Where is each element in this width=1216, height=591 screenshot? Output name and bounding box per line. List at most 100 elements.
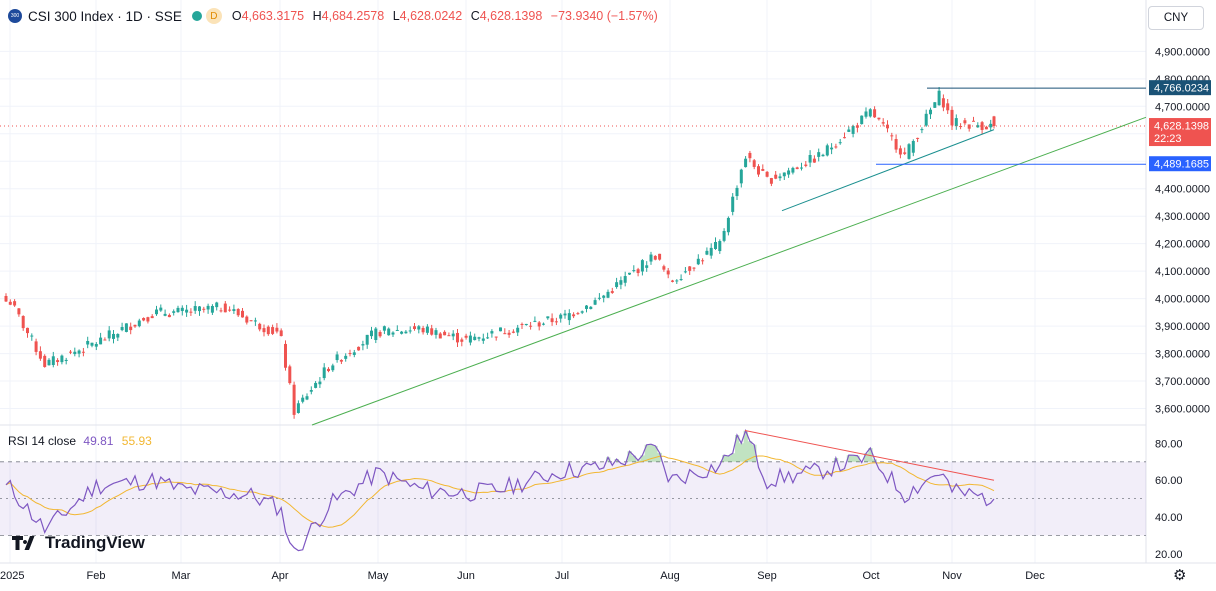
candle-body[interactable] [13,301,17,306]
short-term-support-trendline[interactable] [781,129,995,212]
candle-body[interactable] [417,326,421,330]
candle-body[interactable] [877,117,881,120]
candle-body[interactable] [946,103,950,111]
candle-body[interactable] [275,327,279,332]
candle-body[interactable] [769,178,773,184]
candle-body[interactable] [937,90,941,106]
candle-body[interactable] [967,124,971,129]
candle-body[interactable] [619,280,623,285]
candle-body[interactable] [722,231,726,241]
candle-body[interactable] [301,397,305,402]
candle-body[interactable] [567,313,571,321]
candle-body[interactable] [43,355,47,367]
candle-body[interactable] [808,155,812,163]
candle-body[interactable] [245,316,249,323]
candle-body[interactable] [90,342,94,346]
candle-body[interactable] [632,270,636,272]
symbol-title[interactable]: CSI 300 Index · 1D · SSE [28,8,182,24]
candle-body[interactable] [550,318,554,323]
candle-body[interactable] [447,335,451,337]
candle-body[interactable] [305,396,309,400]
candle-body[interactable] [972,120,975,122]
candle-body[interactable] [219,310,223,312]
candle-body[interactable] [365,334,369,345]
long-term-support-trendline[interactable] [311,116,1147,426]
candle-body[interactable] [894,139,898,150]
candle-body[interactable] [241,310,244,318]
candle-body[interactable] [318,381,322,385]
candle-body[interactable] [821,154,825,157]
time-axis[interactable]: 2025 Feb Mar Apr May Jun Jul Aug Sep Oct Nov Dec [0,570,1045,582]
candle-body[interactable] [185,309,189,313]
candle-body[interactable] [499,327,502,332]
candle-body[interactable] [481,338,485,341]
candle-body[interactable] [464,335,468,338]
candle-body[interactable] [180,307,184,312]
candle-body[interactable] [757,166,760,175]
candle-body[interactable] [357,346,361,351]
candle-body[interactable] [391,332,395,335]
candle-body[interactable] [103,339,107,341]
candle-body[interactable] [434,330,438,335]
candle-body[interactable] [155,309,158,315]
candle-body[interactable] [193,306,197,311]
candle-body[interactable] [761,169,765,171]
candle-body[interactable] [507,332,511,335]
candle-body[interactable] [456,332,459,343]
candle-body[interactable] [279,330,283,337]
candle-body[interactable] [950,109,954,126]
candle-body[interactable] [30,335,34,337]
candle-body[interactable] [172,311,176,313]
candle-body[interactable] [774,174,778,179]
candle-body[interactable] [778,176,782,179]
settings-gear-icon[interactable]: ⚙ [1173,567,1187,584]
candle-body[interactable] [344,355,348,359]
candle-body[interactable] [576,313,580,315]
candle-body[interactable] [430,328,434,335]
candle-body[interactable] [494,336,498,338]
candle-body[interactable] [989,123,993,128]
candle-body[interactable] [735,187,739,197]
rsi-legend[interactable]: RSI 14 close 49.81 55.93 [8,434,152,448]
candle-body[interactable] [167,314,171,318]
candle-body[interactable] [542,323,545,325]
candle-body[interactable] [873,109,877,118]
candle-body[interactable] [129,326,133,331]
candle-body[interactable] [916,137,920,139]
candle-body[interactable] [714,241,717,249]
candle-body[interactable] [606,291,610,298]
candle-body[interactable] [382,326,386,331]
candle-body[interactable] [683,271,687,273]
candle-body[interactable] [202,308,206,310]
candle-body[interactable] [116,333,120,338]
candle-body[interactable] [671,280,674,282]
candle-body[interactable] [580,311,584,313]
candle-body[interactable] [210,305,214,313]
candle-body[interactable] [692,267,696,269]
candle-body[interactable] [881,122,885,124]
candle-body[interactable] [688,266,692,271]
candle-body[interactable] [370,330,373,337]
candle-body[interactable] [804,164,808,166]
candle-body[interactable] [421,327,425,333]
candle-body[interactable] [451,333,455,337]
candle-body[interactable] [817,152,821,157]
candle-body[interactable] [929,109,932,115]
candle-body[interactable] [649,254,653,262]
candle-body[interactable] [675,280,679,282]
candle-body[interactable] [335,354,339,361]
candle-body[interactable] [142,318,146,321]
candle-body[interactable] [782,172,786,177]
candle-body[interactable] [933,102,937,108]
candle-body[interactable] [309,390,313,392]
candle-body[interactable] [563,313,567,316]
candle-body[interactable] [765,171,769,177]
candle-body[interactable] [473,336,477,341]
candle-body[interactable] [537,322,541,327]
candle-body[interactable] [554,321,558,323]
candle-body[interactable] [636,269,640,274]
candle-body[interactable] [413,326,416,330]
candle-body[interactable] [748,152,752,159]
candle-body[interactable] [223,303,227,313]
